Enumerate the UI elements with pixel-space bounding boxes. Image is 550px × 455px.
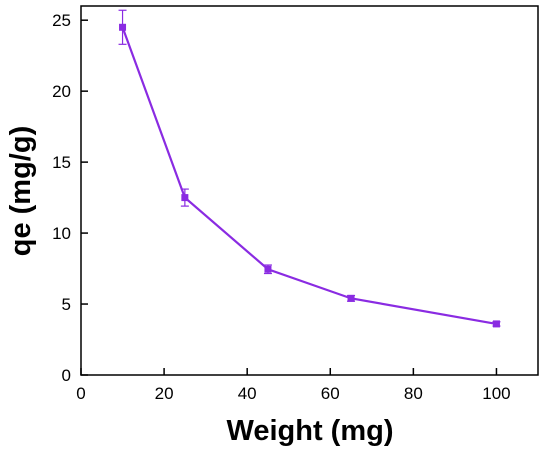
data-point	[181, 194, 189, 202]
x-tick-label: 20	[155, 384, 174, 403]
data-point	[347, 294, 355, 302]
x-axis-ticks: 0 20 40 60 80 100	[76, 368, 511, 403]
y-tick-label: 15	[52, 153, 71, 172]
data-point	[264, 265, 272, 273]
plot-frame	[80, 5, 539, 376]
data-point	[119, 23, 127, 31]
y-tick-label: 25	[52, 11, 71, 30]
x-tick-label: 100	[482, 384, 510, 403]
y-tick-label: 20	[52, 82, 71, 101]
series-layer	[118, 9, 501, 328]
x-tick-label: 40	[238, 384, 257, 403]
data-point	[492, 320, 500, 328]
x-axis-title: Weight (mg)	[227, 415, 394, 447]
x-tick-label: 80	[404, 384, 423, 403]
x-tick-label: 60	[321, 384, 340, 403]
y-tick-label: 0	[62, 366, 71, 385]
y-axis-title: qe (mg/g)	[5, 126, 37, 257]
series-line	[121, 26, 497, 325]
x-tick-label: 0	[76, 384, 85, 403]
y-tick-label: 5	[62, 295, 71, 314]
y-axis-ticks: 0 5 10 15 20 25	[52, 11, 88, 385]
y-tick-label: 10	[52, 224, 71, 243]
